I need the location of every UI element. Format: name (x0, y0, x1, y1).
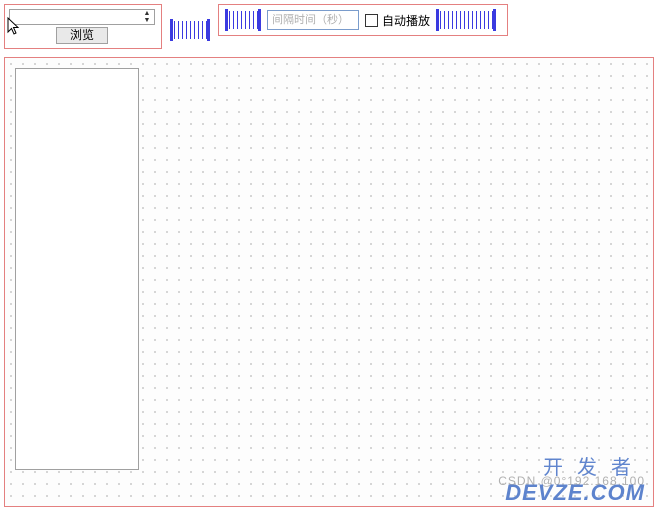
checkbox-icon (365, 14, 378, 27)
watermark-line1: 开发者 (498, 451, 645, 480)
designer-canvas: 开发者 CSDN @0°192.168.100 DEVZE.COM (4, 57, 654, 507)
layout-spacer-icon (170, 21, 210, 39)
watermark-line2: CSDN @0°192.168.100 (498, 474, 645, 488)
count-spinbox[interactable]: ▲ ▼ (9, 9, 155, 25)
autoplay-checkbox[interactable]: 自动播放 (365, 12, 430, 29)
image-list[interactable] (15, 68, 139, 470)
watermark: 开发者 CSDN @0°192.168.100 DEVZE.COM (498, 451, 645, 506)
interval-input[interactable]: 间隔时间（秒） (267, 10, 359, 30)
layout-spacer-icon (225, 11, 261, 29)
layout-spacer-icon (436, 11, 496, 29)
watermark-line3: DEVZE.COM (498, 480, 645, 506)
spin-up-icon[interactable]: ▲ (142, 10, 152, 17)
browse-button[interactable]: 浏览 (56, 27, 108, 44)
file-picker-panel: ▲ ▼ 浏览 (4, 4, 162, 49)
autoplay-label: 自动播放 (382, 12, 430, 29)
spin-down-icon[interactable]: ▼ (142, 17, 152, 24)
playback-panel: 间隔时间（秒） 自动播放 (218, 4, 508, 36)
